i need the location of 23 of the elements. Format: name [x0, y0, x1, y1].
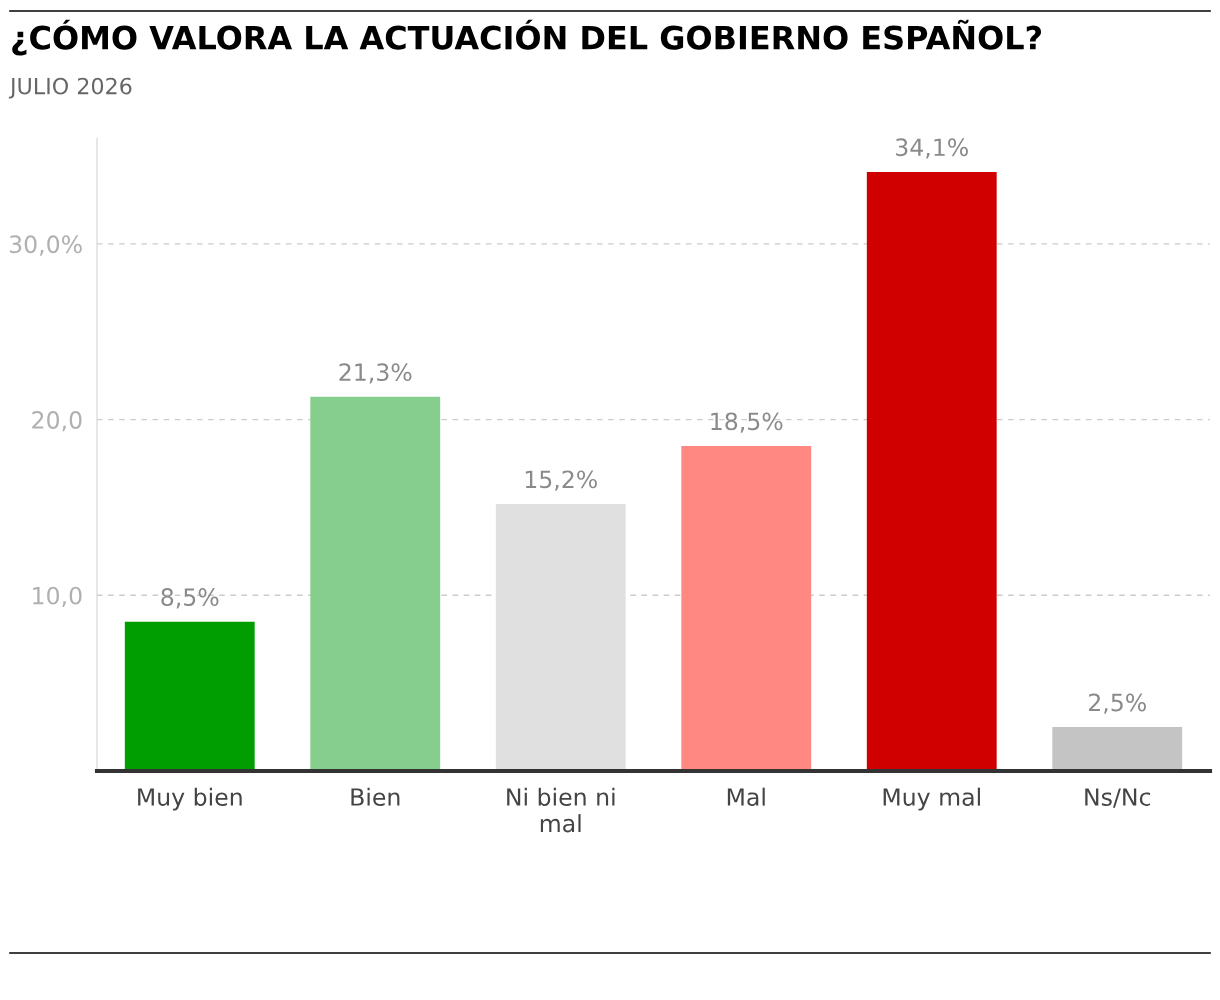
bar: [495, 503, 626, 771]
chart-subtitle: JULIO 2026: [8, 77, 132, 99]
x-tick-label: Mal: [727, 787, 765, 806]
y-tick-label: 30,0%: [9, 235, 82, 256]
data-label: 21,3%: [339, 363, 412, 384]
bar: [124, 621, 255, 771]
chart-title: ¿CÓMO VALORA LA ACTUACIÓN DEL GOBIERNO ESPAÑOL?: [12, 19, 1042, 56]
bar: [681, 445, 812, 771]
y-tick-label: 10,0: [33, 586, 82, 608]
x-tick-label: Muy bien: [138, 787, 242, 811]
x-tick-label: Ni bien ni mal: [507, 787, 615, 833]
data-label: 18,5%: [711, 412, 783, 433]
bar: [1052, 727, 1183, 771]
bar: [310, 396, 441, 771]
data-label: 34,1%: [896, 138, 968, 159]
data-label: 15,2%: [525, 470, 597, 491]
data-label: 8,5%: [161, 588, 219, 609]
x-tick-label: Ns/Nc: [1085, 788, 1151, 808]
data-label: 2,5%: [1088, 693, 1146, 714]
x-tick-label: Muy mal: [883, 787, 980, 811]
y-tick-label: 20,0: [32, 411, 82, 432]
x-tick-label: Bien: [351, 787, 400, 806]
bar: [866, 171, 997, 771]
